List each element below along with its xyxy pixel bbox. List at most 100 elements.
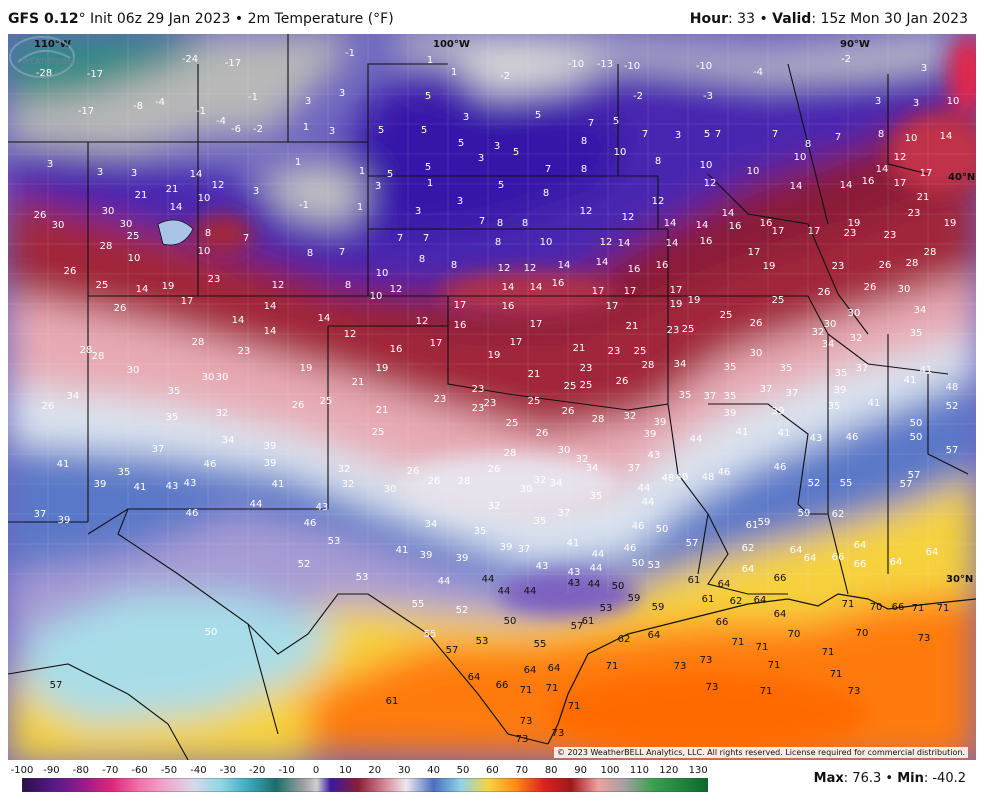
temperature-value: 35	[474, 526, 487, 537]
temperature-value: 71	[842, 599, 855, 610]
temperature-value: 23	[472, 384, 485, 395]
temperature-value: 14	[232, 315, 245, 326]
temperature-value: 37	[558, 508, 571, 519]
temperature-value: 16	[760, 218, 773, 229]
temperature-value: -4	[216, 116, 226, 127]
temperature-value: 71	[732, 637, 745, 648]
temperature-value: 28	[458, 476, 471, 487]
temperature-value: 57	[50, 680, 63, 691]
border-line-12	[668, 295, 949, 375]
temperature-value: -13	[597, 59, 613, 70]
temperature-value: 12	[344, 329, 357, 340]
temperature-value: 53	[600, 603, 613, 614]
temperature-value: 26	[879, 260, 892, 271]
temperature-value: 26	[292, 400, 305, 411]
temperature-value: 34	[586, 463, 599, 474]
temperature-value: 7	[423, 233, 429, 244]
temperature-value: 44	[592, 549, 605, 560]
temperature-value: 12	[622, 212, 635, 223]
temperature-value: 8	[878, 129, 884, 140]
temperature-value: 46	[304, 518, 317, 529]
temperature-value: 12	[498, 263, 511, 274]
temperature-value: 73	[674, 661, 687, 672]
temperature-value: 16	[390, 344, 403, 355]
temperature-value: 62	[832, 509, 845, 520]
temperature-value: -4	[753, 67, 763, 78]
temperature-value: -3	[703, 91, 713, 102]
temperature-value: 16	[454, 320, 467, 331]
temperature-value: 64	[804, 553, 817, 564]
legend-tick: 90	[574, 765, 587, 776]
legend-tick: -50	[160, 765, 178, 776]
temperature-value: 19	[376, 363, 389, 374]
temperature-value: 26	[562, 406, 575, 417]
temperature-value: -1	[196, 106, 206, 117]
legend-tick: 110	[629, 765, 649, 776]
temperature-value: -28	[36, 68, 52, 79]
temperature-value: 35	[780, 363, 793, 374]
temperature-value: 19	[763, 261, 776, 272]
temperature-value: 25	[127, 231, 140, 242]
border-line-15	[707, 173, 869, 335]
legend-tick: -20	[249, 765, 266, 776]
temperature-value: 12	[416, 316, 429, 327]
temperature-value: 57	[571, 621, 584, 632]
temperature-value: 12	[704, 178, 717, 189]
temperature-value: -17	[87, 69, 103, 80]
temperature-value: 35	[679, 390, 692, 401]
border-line-14	[827, 334, 889, 574]
temperature-value: 62	[742, 543, 755, 554]
temperature-value: 35	[166, 412, 179, 423]
temperature-value: 71	[546, 683, 559, 694]
temperature-value: 61	[746, 520, 759, 531]
temperature-value: 28	[906, 258, 919, 269]
temperature-value: -1	[299, 200, 309, 211]
temperature-value: 21	[917, 192, 930, 203]
border-line-19	[707, 513, 788, 595]
legend-tick: 100	[600, 765, 620, 776]
temperature-value: 50	[910, 418, 923, 429]
temperature-value: 32	[576, 454, 589, 465]
temperature-value: 71	[830, 669, 843, 680]
temperature-value: 70	[856, 628, 869, 639]
temperature-value: -2	[500, 71, 510, 82]
legend-tick: 20	[368, 765, 382, 776]
temperature-value: 73	[848, 686, 861, 697]
hour-value: : 33	[728, 11, 755, 27]
border-line-7	[368, 175, 668, 297]
temperature-value: 5	[704, 129, 710, 140]
temperature-value: 30	[848, 308, 861, 319]
legend-tick: -60	[131, 765, 148, 776]
temperature-value: -17	[78, 106, 94, 117]
legend-tick: 80	[544, 765, 558, 776]
temperature-value: 3	[253, 186, 259, 197]
temperature-value: 10	[947, 96, 960, 107]
temperature-value: 26	[536, 428, 549, 439]
temperature-value: 44	[250, 499, 263, 510]
grey-wyoming	[258, 164, 368, 224]
temperature-value: 12	[524, 263, 537, 274]
temperature-value: 25	[682, 324, 695, 335]
temperature-value: -10	[568, 59, 584, 70]
temperature-value: 44	[482, 574, 495, 585]
temperature-value: 10	[700, 160, 713, 171]
temperature-value: 16	[552, 278, 565, 289]
temperature-value: 12	[390, 284, 403, 295]
field-details	[193, 34, 976, 754]
temperature-value: 8	[497, 218, 503, 229]
temperature-value: 44	[524, 586, 537, 597]
border-line-2	[8, 142, 89, 523]
map-title: GFS 0.12° Init 06z 29 Jan 2023 • 2m Temp…	[8, 11, 394, 27]
temperature-value: 21	[626, 321, 639, 332]
temperature-value: 5	[378, 125, 384, 136]
grey-southdakota	[448, 54, 608, 94]
temperature-value: -2	[633, 91, 643, 102]
temperature-value: 1	[451, 67, 457, 78]
temperature-value: 64	[468, 672, 481, 683]
temperature-value: 16	[862, 176, 875, 187]
temperature-value: 32	[812, 327, 825, 338]
temperature-value: 5	[613, 116, 619, 127]
coastline	[547, 593, 976, 745]
temperature-map[interactable]: 110°W 100°W 90°W 40°N 30°N -28 -17 -24 -17-…	[8, 34, 976, 760]
temperature-value: 44	[690, 434, 703, 445]
